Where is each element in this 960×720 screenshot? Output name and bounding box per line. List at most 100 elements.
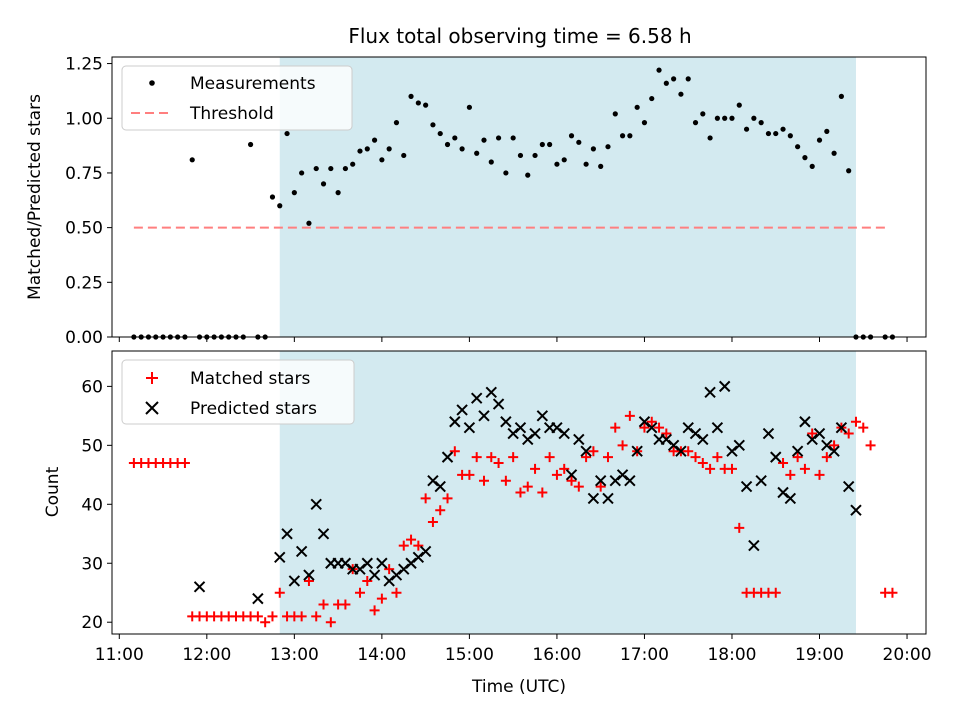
matched-legend-label: Matched stars xyxy=(190,369,310,389)
predicted-stars-point xyxy=(631,445,643,457)
x-tick-label: 17:00 xyxy=(620,645,669,665)
x-tick-label: 12:00 xyxy=(182,645,231,665)
y-tick-label: 0.50 xyxy=(65,219,103,239)
predicted-stars-point xyxy=(850,504,862,516)
x-tick-label: 11:00 xyxy=(95,645,144,665)
matched-stars-point xyxy=(325,617,336,628)
bottom-legend: Matched stars Predicted stars xyxy=(121,359,355,425)
matched-stars-point xyxy=(690,452,701,463)
top-legend: Measurements Threshold xyxy=(121,65,353,131)
matched-stars-point xyxy=(318,599,329,610)
predicted-stars-point xyxy=(842,480,855,493)
y-tick-label: 30 xyxy=(81,554,103,574)
measurement-point xyxy=(430,122,436,128)
measurement-point xyxy=(671,76,677,82)
measurement-point xyxy=(291,190,297,196)
matched-stars-point xyxy=(369,605,380,616)
measurement-point xyxy=(773,130,779,137)
matched-stars-point xyxy=(362,575,373,586)
measurement-point xyxy=(751,115,757,121)
matched-stars-point xyxy=(814,469,825,480)
predicted-stars-point xyxy=(281,528,293,540)
matched-stars-point xyxy=(581,452,592,463)
predicted-stars-point xyxy=(419,545,432,558)
predicted-stars-point xyxy=(361,557,373,569)
measurement-point xyxy=(743,126,750,132)
measurement-point xyxy=(320,181,327,187)
predicted-stars-point xyxy=(704,386,716,398)
measurement-point xyxy=(583,161,589,167)
matched-stars-point xyxy=(515,487,526,498)
measurement-point xyxy=(539,141,545,148)
predicted-stars-point xyxy=(718,380,731,393)
matched-stars-point xyxy=(391,587,402,598)
y-tick-label: 1.00 xyxy=(65,109,103,129)
x-tick-label: 15:00 xyxy=(445,645,494,665)
measurement-point xyxy=(488,159,494,165)
matched-stars-point xyxy=(252,611,263,622)
bottom-axis-ticks: 20 30 40 50 60 11:00 12:00 13:00 14:00 15:00 16:00… xyxy=(81,377,931,665)
matched-stars-point xyxy=(537,487,548,498)
x-tick-label: 13:00 xyxy=(270,645,319,665)
measurement-point xyxy=(350,161,356,167)
matched-stars-point xyxy=(588,446,599,457)
measurement-point xyxy=(299,170,305,176)
measurement-point xyxy=(729,115,735,121)
predicted-stars-point xyxy=(500,416,512,428)
predicted-stars-point xyxy=(485,386,497,398)
measurement-point xyxy=(481,137,487,143)
matched-stars-point xyxy=(654,422,665,433)
bottom-legend-box xyxy=(121,359,355,425)
matched-stars-point xyxy=(413,540,424,551)
matched-stars-point xyxy=(493,458,504,469)
measurement-point xyxy=(408,93,414,99)
measurement-point xyxy=(423,102,429,108)
matched-stars-point xyxy=(471,452,482,463)
matched-stars-point xyxy=(807,428,818,439)
y-tick-label: 40 xyxy=(81,495,103,515)
matched-stars-point xyxy=(821,452,832,463)
matched-stars-point xyxy=(406,534,417,545)
predicted-stars-point xyxy=(456,404,468,416)
measurement-point xyxy=(736,102,742,108)
measurement-point xyxy=(831,150,837,156)
bottom-plot-frame xyxy=(111,350,927,635)
matched-stars-point xyxy=(449,446,460,457)
predicted-stars-point xyxy=(675,445,687,457)
predicted-legend-label: Predicted stars xyxy=(190,399,317,419)
measurement-point xyxy=(678,91,684,97)
measurement-point xyxy=(415,100,421,106)
measurement-point xyxy=(401,152,407,159)
measurement-point xyxy=(277,203,283,209)
matched-stars-point xyxy=(712,452,723,463)
predicted-stars-point xyxy=(740,480,753,493)
predicted-stars-point xyxy=(274,551,286,564)
x-tick-label: 14:00 xyxy=(357,645,406,665)
predicted-stars-point xyxy=(514,421,527,434)
predicted-stars-point xyxy=(748,539,760,552)
measurement-point xyxy=(598,163,604,169)
measurement-point xyxy=(780,126,786,132)
matched-stars-point xyxy=(478,475,489,486)
matched-stars-point xyxy=(770,587,781,598)
measurement-point xyxy=(495,135,502,141)
measurement-point xyxy=(313,165,319,172)
measurement-point xyxy=(466,104,473,110)
matched-stars-point xyxy=(384,564,395,575)
predicted-stars-point xyxy=(711,421,724,434)
matched-stars-point xyxy=(639,422,650,433)
top-legend-box xyxy=(121,65,353,131)
matched-stars-point xyxy=(544,452,555,463)
predicted-stars-point xyxy=(310,498,322,510)
predicted-stars-point xyxy=(529,427,541,440)
matched-stars-point xyxy=(799,463,810,474)
measurement-point xyxy=(444,141,451,148)
measurement-point xyxy=(590,146,596,152)
predicted-stars-point xyxy=(193,581,206,593)
measurement-point xyxy=(269,194,276,200)
y-tick-label: 1.25 xyxy=(65,55,103,75)
predicted-stars-point xyxy=(580,445,592,457)
measurement-point xyxy=(656,67,662,73)
predicted-stars-series xyxy=(193,380,862,605)
x-tick-label: 18:00 xyxy=(707,645,756,665)
